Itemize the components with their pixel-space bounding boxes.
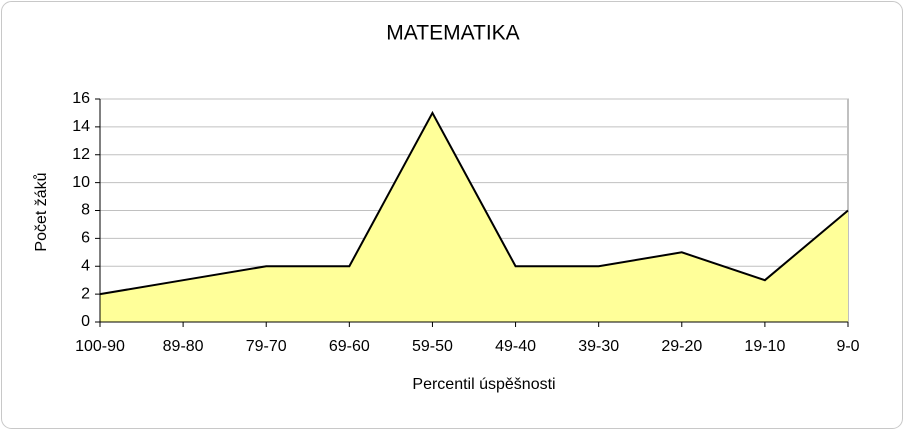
y-tick-label: 8 <box>81 202 90 219</box>
y-tick-label: 0 <box>81 313 90 330</box>
x-tick-label: 9-0 <box>836 338 859 355</box>
x-tick-label: 100-90 <box>75 338 125 355</box>
x-tick-label: 79-70 <box>246 338 287 355</box>
y-tick-label: 14 <box>72 118 90 135</box>
x-tick-label: 19-10 <box>744 338 785 355</box>
x-tick-label: 49-40 <box>495 338 536 355</box>
y-tick-label: 12 <box>72 146 90 163</box>
x-axis-label: Percentil úspěšnosti <box>412 376 555 393</box>
x-tick-label: 59-50 <box>412 338 453 355</box>
y-tick-label: 6 <box>81 230 90 247</box>
chart-title: MATEMATIKA <box>386 22 519 45</box>
y-axis-label: Počet žáků <box>32 172 50 251</box>
y-tick-label: 16 <box>72 90 90 107</box>
y-tick-label: 4 <box>81 257 90 274</box>
x-tick-label: 69-60 <box>329 338 370 355</box>
area-line <box>99 110 849 296</box>
y-tick-label: 2 <box>81 285 90 302</box>
x-tick-label: 89-80 <box>163 338 204 355</box>
area-fill <box>100 112 848 322</box>
y-tick-label: 10 <box>72 174 90 191</box>
x-tick-label: 39-30 <box>578 338 619 355</box>
x-tick-label: 29-20 <box>661 338 702 355</box>
